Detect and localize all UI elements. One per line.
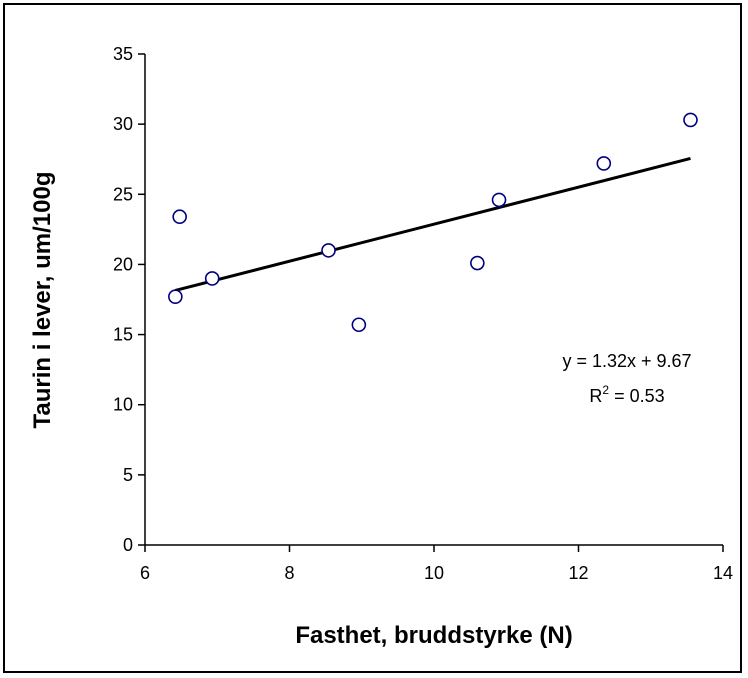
data-point xyxy=(321,243,336,258)
chart-frame xyxy=(3,3,742,673)
y-axis-title: Taurin i lever, um/100g xyxy=(29,172,56,429)
x-tick-label: 8 xyxy=(284,563,294,583)
r-squared-value: = 0.53 xyxy=(609,386,665,406)
r-squared-symbol: R xyxy=(589,386,602,406)
data-point xyxy=(596,156,612,171)
data-point xyxy=(172,209,187,225)
data-point xyxy=(470,255,485,271)
y-tick-label: 5 xyxy=(123,465,133,485)
axes xyxy=(144,54,723,546)
x-tick-label: 6 xyxy=(140,563,150,583)
y-tick-label: 35 xyxy=(113,44,133,64)
x-tick-label: 10 xyxy=(424,563,444,583)
r-squared-superscript: 2 xyxy=(602,383,609,397)
trendline xyxy=(174,156,691,292)
data-point xyxy=(683,112,698,128)
x-tick-label: 12 xyxy=(568,563,588,583)
y-tick-label: 0 xyxy=(123,535,133,555)
y-tick-label: 30 xyxy=(113,114,133,134)
trendline-equation: y = 1.32x + 9.67 xyxy=(562,351,691,371)
x-tick-label: 14 xyxy=(713,563,733,583)
data-point xyxy=(491,192,507,208)
data-point xyxy=(204,271,220,286)
trendline-layer xyxy=(174,156,691,292)
data-point xyxy=(351,317,367,333)
y-tick-label: 25 xyxy=(113,184,133,204)
r-squared-label: R2 = 0.53 xyxy=(589,383,664,406)
data-points xyxy=(168,112,698,333)
y-tick-label: 10 xyxy=(113,395,133,415)
y-tick-label: 20 xyxy=(113,254,133,274)
ticks: 0 5 10 15 20 25 30 35 6 8 10 12 14 xyxy=(113,44,733,583)
y-tick-label: 15 xyxy=(113,325,133,345)
x-axis-title: Fasthet, bruddstyrke (N) xyxy=(295,622,572,649)
data-point xyxy=(168,289,183,304)
